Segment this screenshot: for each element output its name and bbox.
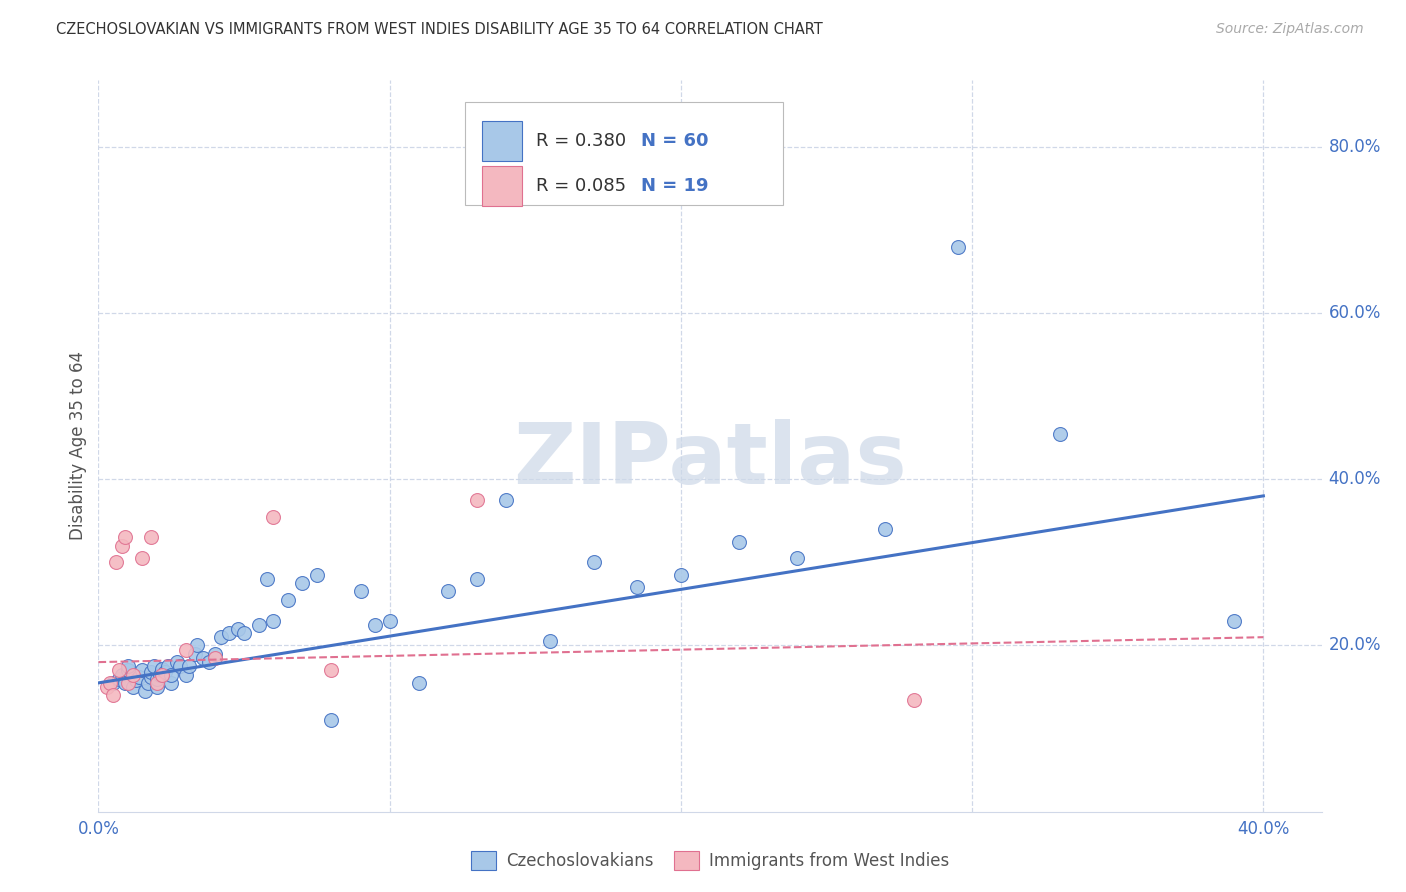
Point <box>277 592 299 607</box>
Point <box>131 664 153 678</box>
Text: Source: ZipAtlas.com: Source: ZipAtlas.com <box>1216 22 1364 37</box>
Point <box>134 684 156 698</box>
Point <box>262 509 284 524</box>
Text: 80.0%: 80.0% <box>1329 137 1381 156</box>
Point <box>538 634 561 648</box>
Text: CZECHOSLOVAKIAN VS IMMIGRANTS FROM WEST INDIES DISABILITY AGE 35 TO 64 CORRELATI: CZECHOSLOVAKIAN VS IMMIGRANTS FROM WEST … <box>56 22 823 37</box>
Point <box>131 551 153 566</box>
Point <box>247 617 270 632</box>
Point <box>145 676 167 690</box>
Y-axis label: Disability Age 35 to 64: Disability Age 35 to 64 <box>69 351 87 541</box>
Point <box>152 662 174 676</box>
Point <box>204 651 226 665</box>
Point <box>96 680 118 694</box>
Point <box>108 672 131 686</box>
Point <box>160 676 183 690</box>
Point <box>157 659 180 673</box>
Point <box>114 530 136 544</box>
Point <box>1049 426 1071 441</box>
Point <box>117 659 139 673</box>
Point <box>155 665 177 679</box>
Point <box>174 642 197 657</box>
Point <box>873 522 896 536</box>
Point <box>177 659 200 673</box>
Text: 60.0%: 60.0% <box>1329 304 1381 322</box>
Point <box>145 672 167 686</box>
Point <box>117 676 139 690</box>
Point <box>218 626 240 640</box>
Point <box>104 555 127 569</box>
Point <box>125 673 148 688</box>
Point <box>291 576 314 591</box>
Text: R = 0.085: R = 0.085 <box>536 178 626 195</box>
Point <box>128 670 150 684</box>
Point <box>786 551 808 566</box>
Point <box>669 567 692 582</box>
Point <box>193 651 215 665</box>
Point <box>142 659 165 673</box>
Point <box>903 692 925 706</box>
Point <box>174 667 197 681</box>
Point <box>114 676 136 690</box>
Point <box>136 676 159 690</box>
Text: ZIPatlas: ZIPatlas <box>513 419 907 502</box>
Legend: Czechoslovakians, Immigrants from West Indies: Czechoslovakians, Immigrants from West I… <box>464 844 956 877</box>
Point <box>152 667 174 681</box>
Text: 40.0%: 40.0% <box>1329 470 1381 488</box>
Point <box>626 580 648 594</box>
Point <box>465 572 488 586</box>
Point <box>378 614 401 628</box>
Point <box>1223 614 1246 628</box>
Point <box>408 676 430 690</box>
Point <box>139 670 162 684</box>
Point <box>101 676 124 690</box>
Point <box>321 714 343 728</box>
Text: 20.0%: 20.0% <box>1329 637 1381 655</box>
Point <box>495 493 517 508</box>
Point <box>122 680 145 694</box>
Point <box>139 665 162 679</box>
Point <box>465 493 488 508</box>
Point <box>233 626 256 640</box>
Point <box>169 659 191 673</box>
Point <box>160 667 183 681</box>
Point <box>101 689 124 703</box>
Point <box>209 630 232 644</box>
Text: N = 60: N = 60 <box>641 132 709 150</box>
Point <box>186 639 208 653</box>
Point <box>111 539 134 553</box>
Text: R = 0.380: R = 0.380 <box>536 132 626 150</box>
Point <box>108 664 131 678</box>
Point <box>305 567 328 582</box>
Point <box>946 239 969 253</box>
Point <box>117 664 139 678</box>
Point <box>198 655 221 669</box>
Point <box>364 617 387 632</box>
Point <box>122 667 145 681</box>
Point <box>349 584 371 599</box>
Point <box>166 655 188 669</box>
Point <box>183 647 205 661</box>
Point <box>256 572 278 586</box>
Point <box>204 647 226 661</box>
Point <box>582 555 605 569</box>
Text: N = 19: N = 19 <box>641 178 709 195</box>
Point <box>437 584 460 599</box>
Point <box>98 676 121 690</box>
Point <box>111 667 134 681</box>
Point <box>139 530 162 544</box>
Point <box>321 664 343 678</box>
Point <box>728 534 751 549</box>
Point <box>226 622 249 636</box>
Point <box>145 680 167 694</box>
Point <box>262 614 284 628</box>
Point <box>149 667 172 681</box>
